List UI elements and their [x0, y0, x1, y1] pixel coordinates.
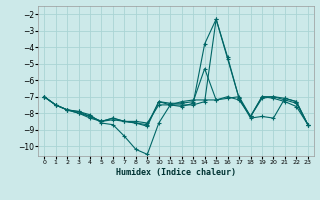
X-axis label: Humidex (Indice chaleur): Humidex (Indice chaleur) — [116, 168, 236, 177]
